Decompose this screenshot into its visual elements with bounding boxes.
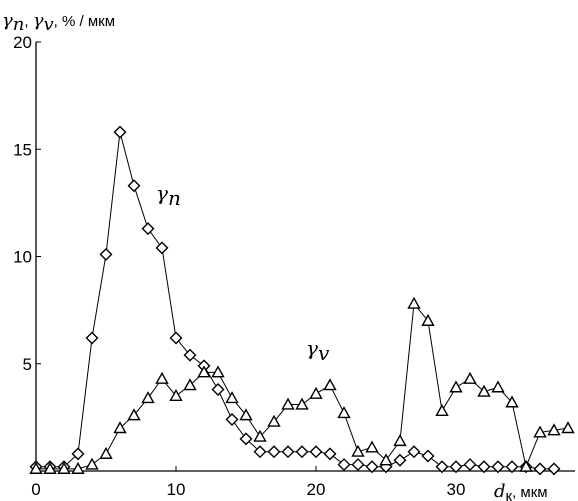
diamond-marker	[253, 445, 267, 459]
series-layer	[29, 125, 575, 476]
series-label-gamma-v: γv	[306, 336, 330, 365]
diamond-marker	[141, 222, 155, 236]
triangle-marker	[295, 397, 309, 410]
triangle-marker	[491, 380, 505, 393]
triangle-marker	[113, 421, 127, 434]
diamond-marker	[71, 447, 85, 461]
diamond-marker	[267, 445, 281, 459]
triangle-marker	[211, 365, 225, 378]
triangle-marker	[71, 461, 85, 474]
diamond-marker	[309, 445, 323, 459]
triangle-marker	[407, 296, 421, 309]
triangle-marker	[309, 386, 323, 399]
triangle-marker	[519, 459, 533, 472]
diamond-marker	[365, 460, 379, 474]
triangle-marker	[351, 444, 365, 457]
y-tick-label: 5	[23, 355, 32, 374]
diamond-marker	[169, 331, 183, 345]
y-tick-label: 10	[13, 248, 32, 267]
diamond-marker	[407, 445, 421, 459]
diamond-marker	[85, 331, 99, 345]
diamond-marker	[491, 460, 505, 474]
triangle-marker	[547, 423, 561, 436]
triangle-marker	[365, 440, 379, 453]
diamond-marker	[281, 445, 295, 459]
triangle-marker	[253, 429, 267, 442]
diamond-marker	[211, 383, 225, 396]
triangle-marker	[267, 414, 281, 427]
diamond-marker	[127, 179, 141, 193]
series-line-gamma-n	[36, 131, 554, 470]
triangle-marker	[169, 388, 183, 402]
triangle-marker	[533, 425, 547, 438]
triangle-marker	[127, 408, 141, 421]
triangle-marker	[57, 461, 71, 474]
triangle-marker	[435, 403, 449, 417]
triangle-marker	[225, 391, 239, 404]
x-tick-label: 30	[447, 480, 466, 499]
y-axis-title: γn, γv, % / мкм	[2, 10, 115, 35]
y-tick-label: 15	[13, 140, 32, 159]
x-tick-label: 20	[307, 480, 326, 499]
triangle-marker	[183, 378, 197, 391]
diamond-marker	[99, 247, 113, 261]
diamond-marker	[421, 449, 435, 463]
diamond-marker	[435, 460, 449, 474]
diamond-marker	[505, 460, 519, 474]
diamond-marker	[225, 413, 239, 427]
triangle-marker	[29, 461, 43, 474]
diamond-marker	[533, 462, 547, 476]
x-axis-title: dк, мкм	[494, 481, 548, 501]
diamond-marker	[477, 460, 491, 474]
triangle-marker	[197, 365, 211, 378]
triangle-marker	[239, 408, 253, 421]
series-label-gamma-n: γn	[156, 181, 181, 210]
triangle-marker	[477, 384, 491, 397]
diamond-marker	[295, 445, 309, 459]
series-line-gamma-v	[36, 302, 569, 470]
triangle-marker	[505, 395, 519, 408]
triangle-marker	[85, 457, 99, 470]
diamond-marker	[547, 462, 561, 476]
triangle-marker	[337, 406, 351, 419]
y-tick-label: 20	[13, 33, 32, 52]
triangle-marker	[379, 453, 393, 466]
axis-ticks: 0 10 20 30 5 10 15 20	[13, 33, 465, 499]
triangle-marker	[561, 421, 575, 434]
x-tick-label: 10	[167, 480, 186, 499]
triangle-marker	[323, 378, 337, 391]
diamond-marker	[393, 453, 407, 467]
triangle-marker	[393, 434, 407, 447]
diamond-marker	[337, 458, 351, 472]
diamond-marker	[323, 447, 337, 461]
x-tick-label: 0	[31, 480, 40, 499]
triangle-marker	[463, 371, 477, 384]
triangle-marker	[99, 446, 113, 459]
diamond-marker	[239, 432, 253, 446]
diamond-marker	[113, 125, 127, 139]
triangle-marker	[43, 461, 57, 474]
diamond-marker	[183, 348, 197, 362]
triangle-marker	[155, 371, 169, 384]
diamond-marker	[463, 458, 477, 472]
diamond-marker	[351, 458, 365, 472]
triangle-marker	[281, 397, 295, 410]
triangle-marker	[141, 391, 155, 404]
triangle-marker	[421, 313, 435, 326]
diamond-marker	[155, 241, 169, 255]
triangle-marker	[449, 380, 463, 393]
diamond-marker	[449, 460, 463, 474]
